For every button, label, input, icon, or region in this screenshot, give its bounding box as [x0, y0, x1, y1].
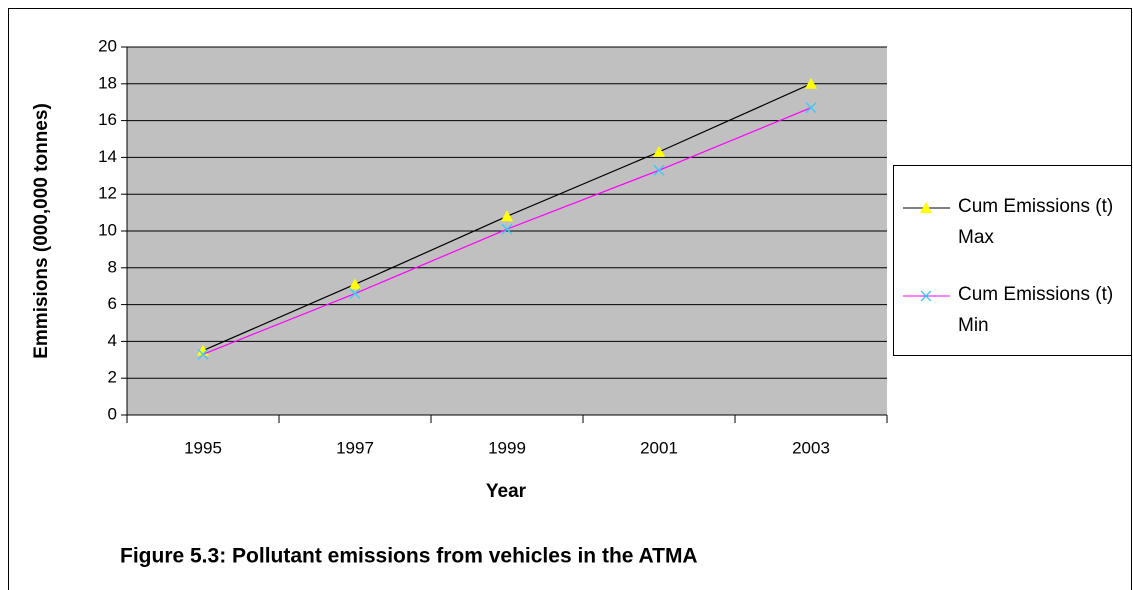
marker [501, 210, 513, 222]
marker [349, 278, 361, 290]
marker [805, 102, 817, 114]
y-tick-label: 16 [98, 110, 117, 129]
marker [805, 77, 817, 89]
x-axis-label: Year [486, 481, 527, 502]
marker [197, 348, 209, 360]
x-tick-label: 1997 [336, 438, 374, 457]
y-tick-label: 2 [108, 368, 117, 387]
y-tick-label: 12 [98, 184, 117, 203]
marker [349, 288, 361, 300]
marker [501, 223, 513, 235]
x-tick-label: 2001 [640, 438, 678, 457]
x-tick-label: 2003 [792, 438, 830, 457]
y-tick-label: 8 [108, 257, 117, 276]
legend-label: Cum Emissions (t) Min [958, 284, 1114, 336]
y-tick-label: 18 [98, 73, 117, 92]
y-axis-label: Emmisions (000,000 tonnes) [31, 103, 52, 359]
marker [920, 290, 932, 302]
marker [653, 145, 665, 157]
caption: Figure 5.3: Pollutant emissions from veh… [120, 545, 698, 568]
y-tick-label: 10 [98, 220, 117, 239]
x-tick-label: 1995 [184, 438, 222, 457]
legend-box [893, 165, 1132, 356]
legend-label: Cum Emissions (t) Max [958, 196, 1114, 248]
y-tick-label: 20 [98, 36, 117, 55]
y-tick-label: 6 [108, 294, 117, 313]
y-tick-label: 0 [108, 404, 117, 423]
marker [653, 164, 665, 176]
marker [920, 202, 932, 213]
y-tick-label: 14 [98, 147, 117, 166]
x-tick-label: 1999 [488, 438, 526, 457]
y-tick-label: 4 [108, 331, 117, 350]
